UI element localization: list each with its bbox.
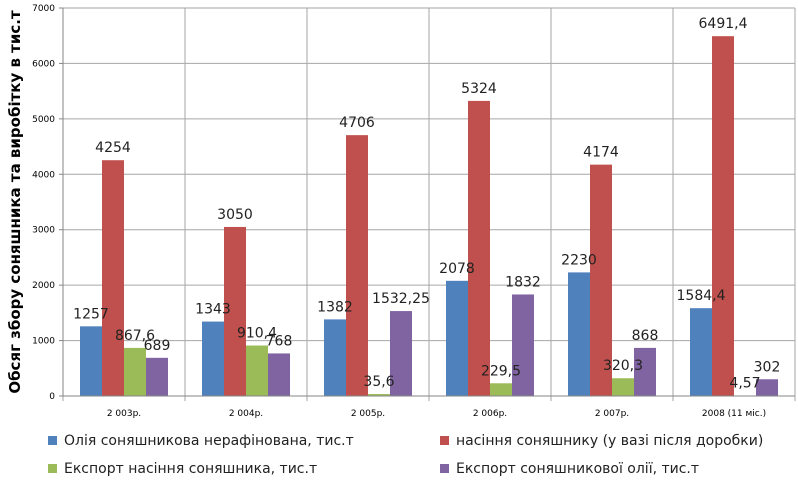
- bar-3: [124, 347, 146, 396]
- bar-1: [80, 326, 102, 396]
- legend-swatch: [440, 436, 449, 445]
- data-label: 867,6: [115, 328, 155, 344]
- bar-1: [324, 319, 346, 396]
- data-label: 1832: [505, 274, 541, 290]
- axes: 0 1000 2000 3000 4000 5000 6000 7000 2 003р. 2 00…: [32, 4, 795, 419]
- data-label: 4254: [95, 140, 131, 156]
- legend-label: насіння соняшнику (у вазі після доробки): [456, 433, 763, 449]
- bar-3: [612, 378, 634, 396]
- bar-2: [468, 100, 490, 396]
- x-tick-label: 2008 (11 міс.): [702, 409, 766, 419]
- y-tick-label: 4000: [32, 170, 55, 180]
- y-tick-label: 6000: [32, 59, 55, 69]
- legend: Олія соняшникова нерафінована, тис.т насі…: [48, 433, 763, 477]
- data-label: 689: [144, 338, 171, 354]
- data-label: 1257: [73, 306, 109, 322]
- legend-label: Експорт соняшникової олії, тис.т: [456, 461, 699, 477]
- data-label: 320,3: [603, 358, 643, 374]
- y-tick-label: 7000: [32, 4, 55, 14]
- bar-4: [756, 379, 778, 396]
- data-label: 1532,25: [372, 291, 430, 307]
- y-axis-title: Обсяг збору соняшника та виробітку в тис…: [6, 10, 24, 394]
- data-label: 4,57: [729, 376, 760, 392]
- bar-1: [690, 308, 712, 396]
- data-label: 4706: [339, 115, 375, 131]
- legend-label: Експорт насіння соняшника, тис.т: [64, 461, 317, 477]
- data-label: 1584,4: [677, 288, 726, 304]
- data-label: 2078: [439, 261, 475, 277]
- bar-4: [146, 357, 168, 396]
- x-tick-label: 2 005р.: [351, 409, 385, 419]
- data-label: 768: [266, 333, 293, 349]
- data-label: 35,6: [363, 374, 394, 390]
- data-label: 6491,4: [699, 16, 748, 32]
- bars: [80, 36, 778, 396]
- bar-4: [512, 294, 534, 396]
- bar-3: [490, 383, 512, 396]
- x-tick-label: 2 003р.: [107, 409, 141, 419]
- gridlines: [62, 7, 796, 401]
- legend-swatch: [48, 436, 57, 445]
- bar-3: [246, 345, 268, 396]
- data-label: 2230: [561, 252, 597, 268]
- data-label: 910,4: [237, 326, 277, 342]
- bar-4: [390, 311, 412, 396]
- y-tick-label: 3000: [32, 226, 55, 236]
- bar-2: [590, 164, 612, 396]
- data-label: 4174: [583, 145, 619, 161]
- bar-4: [268, 353, 290, 396]
- x-tick-label: 2 006р.: [473, 409, 507, 419]
- x-tick-label: 2 007р.: [595, 409, 629, 419]
- data-label: 3050: [217, 207, 253, 223]
- bar-1: [446, 280, 468, 396]
- data-label: 229,5: [481, 363, 521, 379]
- legend-swatch: [48, 464, 57, 473]
- legend-swatch: [440, 464, 449, 473]
- y-tick-label: 5000: [32, 115, 55, 125]
- bar-2: [712, 36, 734, 396]
- bar-2: [346, 135, 368, 396]
- x-tick-label: 2 004р.: [229, 409, 263, 419]
- y-tick-label: 1000: [32, 337, 55, 347]
- y-tick-label: 0: [49, 392, 55, 402]
- data-label: 302: [754, 359, 781, 375]
- data-label: 5324: [461, 81, 497, 97]
- bar-2: [102, 160, 124, 396]
- data-label: 868: [632, 328, 659, 344]
- bar-4: [634, 347, 656, 396]
- bar-1: [568, 272, 590, 396]
- bar-2: [224, 226, 246, 396]
- data-label: 1382: [317, 299, 353, 315]
- bar-1: [202, 321, 224, 396]
- y-tick-label: 2000: [32, 281, 55, 291]
- legend-label: Олія соняшникова нерафінована, тис.т: [64, 433, 354, 449]
- bar-3: [368, 394, 390, 396]
- data-label: 1343: [195, 302, 231, 318]
